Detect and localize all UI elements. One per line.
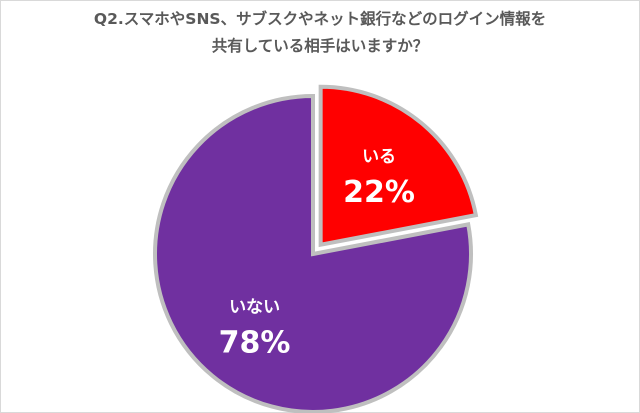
slice-value-label: 78%	[219, 326, 291, 361]
chart-title-line-2: 共有している相手はいますか？	[211, 37, 429, 55]
pie-labels: いる 22% いない 78%	[219, 147, 415, 360]
slice-value-label: 22%	[343, 175, 415, 210]
pie-slice-2	[153, 93, 473, 413]
pie-slices	[153, 84, 479, 413]
pie-slice-1	[318, 84, 479, 248]
chart-title-line-1: Q2.スマホやSNS、サブスクやネット銀行などのログイン情報を	[93, 10, 547, 28]
slice-category-label: いる	[362, 147, 396, 167]
chart-title: Q2.スマホやSNS、サブスクやネット銀行などのログイン情報を 共有している相手…	[0, 6, 640, 60]
slice-category-label: いない	[229, 298, 280, 318]
